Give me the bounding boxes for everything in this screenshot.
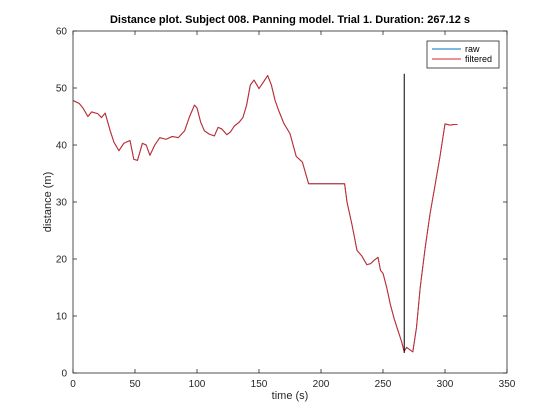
x-axis: 0 50 100 150 200 250 300 350: [70, 31, 516, 390]
x-tick-label: 300: [437, 379, 454, 390]
y-tick-label: 60: [56, 27, 68, 38]
plot-area: [72, 30, 508, 374]
y-tick-label: 0: [61, 369, 67, 380]
legend-label-raw: raw: [465, 44, 480, 54]
x-tick-label: 50: [129, 379, 141, 390]
x-tick-label: 350: [499, 379, 516, 390]
x-tick-label: 100: [189, 379, 206, 390]
y-tick-label: 50: [56, 84, 68, 95]
legend-box: [426, 40, 500, 69]
y-axis: 0 10 20 30 40 50 60: [56, 27, 507, 380]
x-tick-label: 0: [70, 379, 76, 390]
series-layer: [72, 75, 458, 353]
y-tick-label: 10: [56, 312, 68, 323]
x-tick-label: 150: [251, 379, 268, 390]
x-tick-label: 250: [375, 379, 392, 390]
chart-title: Distance plot. Subject 008. Panning mode…: [110, 14, 470, 26]
series-line-filtered: [72, 75, 458, 353]
x-axis-label: time (s): [272, 390, 309, 402]
x-tick-label: 200: [313, 379, 330, 390]
y-tick-label: 20: [56, 255, 68, 266]
y-axis-label: distance (m): [42, 172, 54, 233]
y-tick-label: 40: [56, 141, 68, 152]
y-tick-label: 30: [56, 198, 68, 209]
legend-label-filtered: filtered: [465, 54, 492, 64]
